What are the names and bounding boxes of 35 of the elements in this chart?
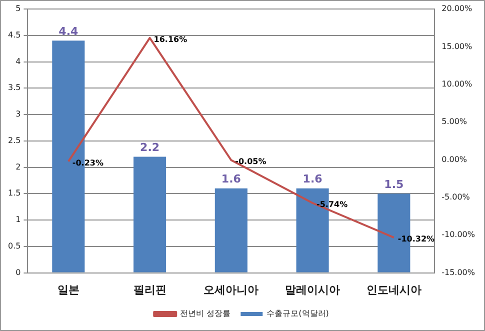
x-tick-label: 필리핀 (133, 283, 166, 296)
y-tick-label: 1.5 (8, 188, 21, 198)
data-label: 1.6 (302, 172, 323, 186)
data-label: 1.6 (221, 172, 242, 186)
legend-label: 전년비 성장률 (180, 309, 231, 318)
x-tick-label: 말레이시아 (285, 283, 340, 296)
bar (214, 188, 248, 272)
y-tick-label: 0 (16, 268, 21, 277)
bar (134, 156, 166, 272)
y-tick-label: 2 (16, 162, 21, 172)
y-tick-label: 0.5 (8, 242, 21, 250)
y-tick-label: 4 (16, 56, 21, 66)
y-tick-label: 3 (16, 110, 21, 119)
data-label: 4.4 (58, 25, 78, 38)
y-tick-label: 2.5 (8, 136, 21, 145)
y2-tick-label: 5.00% (442, 117, 468, 126)
y2-tick-label: -15.00% (442, 268, 476, 277)
y2-tick-label: 20.00% (442, 4, 473, 14)
data-label: 1.5 (384, 178, 404, 192)
data-label: -0.05% (235, 157, 266, 166)
x-tick-label: 인도네시아 (366, 283, 422, 296)
legend-label: 수출규모(억달러) (266, 309, 329, 318)
data-label: 16.16% (154, 35, 188, 44)
y2-tick-label: 10.00% (442, 79, 473, 88)
y2-tick-label: 15.00% (442, 42, 473, 51)
y2-tick-label: 0.00% (442, 154, 468, 164)
y2-tick-label: -5.00% (442, 192, 470, 202)
y-tick-label: 3.5 (8, 83, 21, 92)
x-tick-label: 일본 (57, 283, 80, 296)
y2-tick-label: -10.00% (442, 230, 476, 240)
data-label: 2.2 (140, 141, 160, 154)
x-tick-label: 오세아니아 (204, 283, 259, 296)
y-tick-label: 4.5 (8, 30, 21, 40)
y-tick-label: 5 (16, 4, 21, 14)
y-tick-label: 1 (16, 215, 21, 224)
